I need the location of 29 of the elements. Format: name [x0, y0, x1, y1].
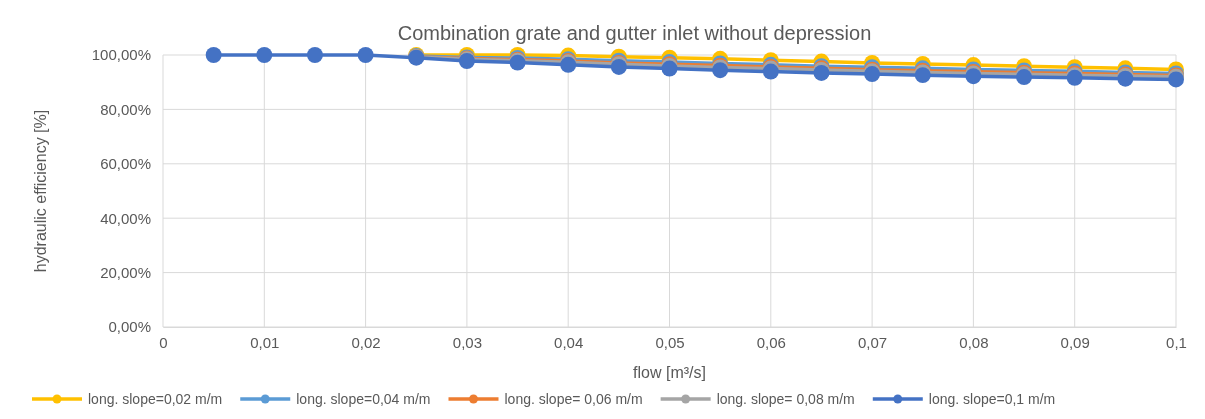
y-tick-label: 0,00% — [108, 318, 151, 336]
x-tick-label: 0,04 — [554, 333, 584, 351]
x-tick-label: 0,1 — [1166, 333, 1187, 351]
legend-label: long. slope=0,04 m/m — [296, 391, 431, 407]
y-tick-label: 100,00% — [91, 46, 151, 64]
x-tick-label: 0,01 — [250, 333, 280, 351]
point — [205, 47, 222, 63]
y-tick-label: 20,00% — [100, 263, 151, 281]
x-tick-label: 0,06 — [756, 333, 786, 351]
x-tick-label: 0,03 — [452, 333, 482, 351]
x-axis-title: flow [m³/s] — [633, 364, 706, 381]
chart-title: Combination grate and gutter inlet without depression — [397, 22, 872, 44]
y-tick-label: 80,00% — [100, 100, 151, 118]
legend-label: long. slope=0,02 m/m — [88, 391, 223, 407]
y-tick-label: 60,00% — [100, 155, 151, 173]
x-tick-label: 0 — [159, 333, 168, 351]
legend-label: long. slope= 0,08 m/m — [716, 391, 855, 407]
x-tick-label: 0,05 — [655, 333, 685, 351]
legend-label: long. slope=0,1 m/m — [928, 391, 1056, 407]
point — [256, 47, 273, 63]
x-tick-label: 0,08 — [959, 333, 989, 351]
y-axis-title: hydraulic efficiency [%] — [32, 109, 49, 273]
x-tick-label: 0,09 — [1060, 333, 1090, 351]
x-tick-label: 0,02 — [351, 333, 381, 351]
legend-label: long. slope= 0,06 m/m — [504, 391, 643, 407]
x-tick-label: 0,07 — [858, 333, 888, 351]
point — [306, 47, 323, 63]
point — [357, 47, 374, 63]
y-tick-label: 40,00% — [100, 209, 151, 227]
